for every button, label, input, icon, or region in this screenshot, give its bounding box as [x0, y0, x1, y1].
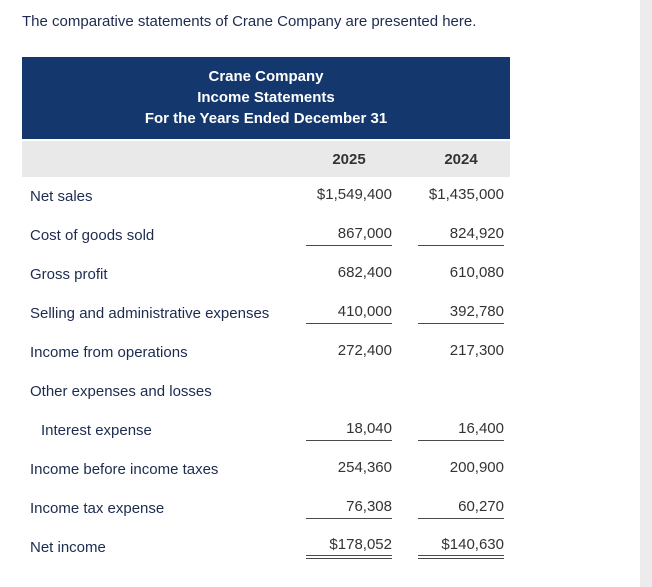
value-2024: 610,080: [418, 264, 504, 285]
row-label: Net income: [30, 539, 106, 556]
value-2025: 76,308: [306, 498, 392, 519]
amount: $1,549,400: [316, 186, 392, 203]
row-label: Gross profit: [30, 266, 108, 283]
column-header-2024: 2024: [444, 150, 478, 168]
amount: $1,435,000: [428, 186, 504, 203]
amount: 682,400: [337, 264, 392, 281]
amount: 867,000: [306, 225, 392, 246]
amount: 76,308: [306, 498, 392, 519]
amount: 18,040: [306, 420, 392, 441]
amount: 16,400: [418, 420, 504, 441]
amount: 410,000: [306, 303, 392, 324]
amount: 824,920: [418, 225, 504, 246]
value-2025: 18,040: [306, 420, 392, 441]
value-2024: [418, 383, 504, 401]
table-row-income-from-operations: Income from operations 272,400 217,300: [22, 333, 510, 372]
amount: [306, 392, 392, 396]
statement-name: Income Statements: [197, 89, 335, 106]
row-label: Income before income taxes: [30, 461, 219, 478]
amount: [418, 392, 504, 396]
row-label: Income from operations: [30, 344, 188, 361]
value-2024: $1,435,000: [418, 186, 504, 207]
value-2025: $178,052: [306, 536, 392, 559]
table-row-other-expenses-losses: Other expenses and losses: [22, 372, 510, 411]
table-row-interest-expense: Interest expense 18,040 16,400: [22, 411, 510, 450]
row-label: Other expenses and losses: [30, 383, 212, 400]
column-header-2025: 2025: [332, 150, 366, 168]
value-2024: $140,630: [418, 536, 504, 559]
page-edge-strip: [640, 0, 652, 587]
value-2024: 824,920: [418, 225, 504, 246]
amount: $178,052: [306, 536, 392, 559]
value-2025: 410,000: [306, 303, 392, 324]
table-row-selling-admin-expenses: Selling and administrative expenses 410,…: [22, 294, 510, 333]
table-row-cost-of-goods-sold: Cost of goods sold 867,000 824,920: [22, 216, 510, 255]
amount: 200,900: [449, 459, 504, 476]
value-2024: 60,270: [418, 498, 504, 519]
intro-text: The comparative statements of Crane Comp…: [22, 13, 477, 30]
statement-period: For the Years Ended December 31: [144, 110, 388, 127]
table-row-income-tax-expense: Income tax expense 76,308 60,270: [22, 489, 510, 528]
value-2025: 254,360: [306, 459, 392, 480]
value-2025: 682,400: [306, 264, 392, 285]
table-row-income-before-taxes: Income before income taxes 254,360 200,9…: [22, 450, 510, 489]
row-label: Cost of goods sold: [30, 227, 155, 244]
amount: 217,300: [449, 342, 504, 359]
value-2024: 200,900: [418, 459, 504, 480]
table-row-net-income: Net income $178,052 $140,630: [22, 528, 510, 567]
amount: $140,630: [418, 536, 504, 559]
amount: 272,400: [337, 342, 392, 359]
column-header-row: 2025 2024: [22, 141, 510, 177]
value-2025: 272,400: [306, 342, 392, 363]
row-label: Selling and administrative expenses: [30, 305, 270, 322]
table-row-net-sales: Net sales $1,549,400 $1,435,000: [22, 177, 510, 216]
amount: 392,780: [418, 303, 504, 324]
row-label: Net sales: [30, 188, 93, 205]
company-name: Crane Company: [208, 68, 324, 85]
table-row-gross-profit: Gross profit 682,400 610,080: [22, 255, 510, 294]
row-label: Interest expense: [41, 422, 152, 439]
value-2025: [306, 383, 392, 401]
value-2024: 16,400: [418, 420, 504, 441]
statement-title-block: Crane Company Income Statements For the …: [22, 57, 510, 139]
value-2025: $1,549,400: [306, 186, 392, 207]
row-label: Income tax expense: [30, 500, 165, 517]
amount: 254,360: [337, 459, 392, 476]
amount: 60,270: [418, 498, 504, 519]
income-statement-table: Crane Company Income Statements For the …: [22, 57, 510, 567]
value-2024: 217,300: [418, 342, 504, 363]
value-2024: 392,780: [418, 303, 504, 324]
value-2025: 867,000: [306, 225, 392, 246]
amount: 610,080: [449, 264, 504, 281]
